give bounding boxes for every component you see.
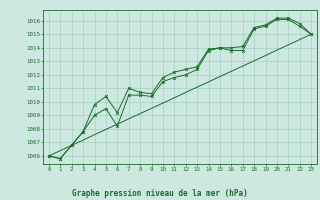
Text: Graphe pression niveau de la mer (hPa): Graphe pression niveau de la mer (hPa): [72, 189, 248, 198]
